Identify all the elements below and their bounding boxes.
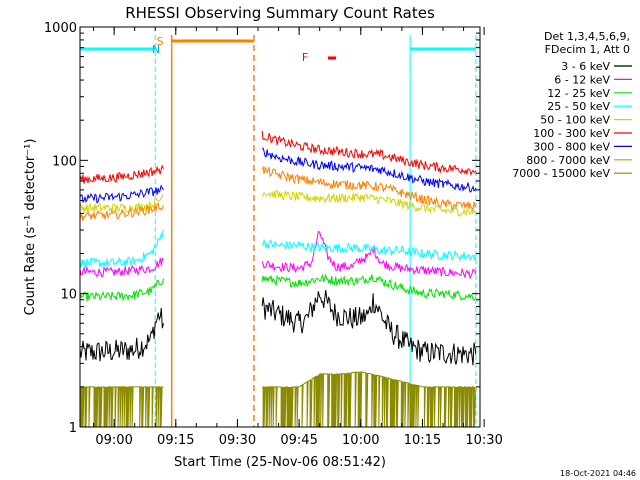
legend-header-line-1: Det 1,3,4,5,6,9,: [544, 30, 630, 43]
series-line-1-seg-0: [79, 257, 164, 278]
series-line-7-seg-0: [79, 202, 164, 222]
legend-label-3: 25 - 50 keV: [547, 100, 610, 113]
legend-label-6: 300 - 800 keV: [533, 140, 610, 153]
x-tick-label-1: 09:15: [157, 433, 194, 448]
series-lines: [79, 130, 477, 428]
legend-label-7: 800 - 7000 keV: [526, 154, 610, 167]
annotation-s: S: [157, 35, 164, 48]
annotation-f: F: [302, 51, 308, 64]
render-timestamp: 18-Oct-2021 04:46: [560, 469, 636, 478]
y-tick-label-1: 10: [60, 288, 77, 303]
x-axis-label: Start Time (25-Nov-06 08:51:42): [174, 455, 386, 470]
series-line-5-seg-0: [79, 164, 164, 184]
chart-title: RHESSI Observing Summary Count Rates: [125, 4, 435, 22]
x-tick-label-4: 10:00: [342, 433, 379, 448]
series-line-5-seg-1: [261, 130, 477, 177]
series-line-3-seg-1: [261, 238, 477, 262]
annotations: SN F: [152, 35, 308, 64]
annotation-n: N: [152, 43, 160, 56]
series-line-7-seg-1: [261, 165, 476, 211]
x-tick-label-0: 09:00: [95, 433, 132, 448]
series-line-4-seg-0: [79, 194, 164, 213]
legend-label-1: 6 - 12 keV: [554, 73, 610, 86]
legend-label-8: 7000 - 15000 keV: [512, 167, 610, 180]
plot-frame: [79, 26, 481, 428]
x-tick-label-5: 10:15: [404, 433, 441, 448]
series-line-8-seg-0: [79, 386, 164, 428]
legend-label-0: 3 - 6 keV: [561, 60, 610, 73]
y-axis-label: Count Rate (s⁻¹ detector⁻¹): [23, 139, 38, 316]
observing-intervals: [80, 35, 477, 427]
series-line-2-seg-1: [261, 273, 477, 302]
legend-label-2: 12 - 25 keV: [547, 87, 610, 100]
x-tick-label-6: 10:30: [465, 433, 502, 448]
y-tick-label-3: 1000: [44, 21, 77, 36]
series-line-3-seg-0: [79, 230, 164, 269]
legend-header-line-2: FDecim 1, Att 0: [545, 43, 630, 56]
legend-label-5: 100 - 300 keV: [533, 127, 610, 140]
series-line-1-seg-1: [261, 230, 477, 279]
legend-label-4: 50 - 100 keV: [540, 114, 610, 127]
x-tick-label-2: 09:30: [219, 433, 256, 448]
series-line-8-seg-1: [262, 371, 477, 428]
x-tick-label-3: 09:45: [280, 433, 317, 448]
series-line-6-seg-1: [262, 147, 477, 193]
series-line-0-seg-0: [79, 307, 164, 362]
series-line-0-seg-1: [261, 290, 477, 366]
series-line-2-seg-0: [79, 278, 164, 302]
y-tick-label-0: 1: [69, 421, 77, 436]
axes: 09:00 09:15 09:30 09:45 10:00 10:15 10:30 1 10 10…: [44, 21, 503, 448]
y-tick-label-2: 100: [52, 154, 77, 169]
series-line-6-seg-0: [79, 184, 164, 204]
series-line-4-seg-1: [261, 189, 477, 217]
